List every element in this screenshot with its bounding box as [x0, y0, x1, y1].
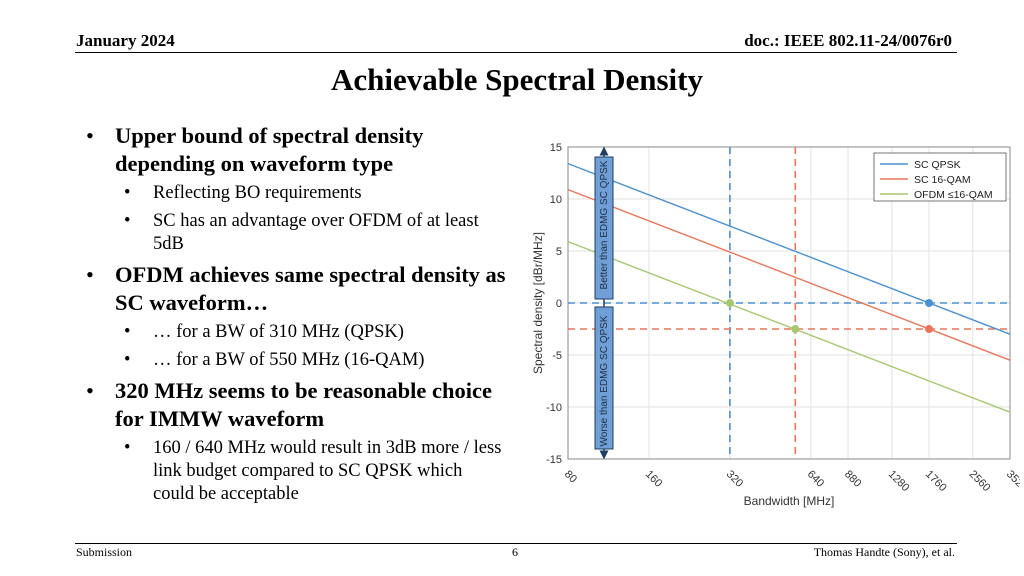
- x-tick-label: 2560: [967, 468, 993, 494]
- legend-label-2: SC 16-QAM: [914, 174, 971, 186]
- x-axis-label: Bandwidth [MHz]: [744, 494, 835, 508]
- bullet-1-sub-2: SC has an advantage over OFDM of at leas…: [124, 210, 506, 256]
- header-doc-id: doc.: IEEE 802.11-24/0076r0: [744, 31, 952, 50]
- x-tick-label: 80: [562, 468, 579, 485]
- header-divider: [75, 52, 957, 53]
- series-line-3: [567, 240, 1011, 413]
- y-tick-label: -5: [552, 350, 562, 362]
- y-tick-label: 5: [556, 246, 562, 258]
- footer-page-number: 6: [512, 545, 518, 559]
- series-line-2: [567, 188, 1011, 361]
- data-point: [725, 299, 734, 307]
- footer-authors: Thomas Handte (Sony), et al.: [813, 545, 955, 559]
- bullet-1-sub-1: Reflecting BO requirements: [124, 182, 506, 205]
- legend-label-3: OFDM ≤16-QAM: [914, 189, 993, 201]
- worse-arrow-body: [594, 306, 614, 450]
- bullet-2: OFDM achieves same spectral density as S…: [86, 261, 506, 317]
- data-point: [925, 299, 934, 307]
- x-tick-label: 1280: [886, 468, 912, 494]
- x-tick-label: 320: [724, 468, 745, 489]
- y-tick-label: 10: [550, 194, 562, 206]
- header-date: January 2024: [76, 31, 175, 50]
- better-arrow-body: [594, 156, 614, 300]
- legend-box: [873, 152, 1007, 202]
- x-tick-label: 3520: [1004, 468, 1020, 494]
- bullet-list: Upper bound of spectral density dependin…: [86, 122, 506, 511]
- x-tick-label: 640: [805, 468, 826, 489]
- annotation-better: Better than EDMG SC QPSK: [599, 160, 610, 289]
- y-tick-label: -15: [546, 454, 562, 466]
- series-line-1: [567, 162, 1011, 335]
- data-point: [925, 325, 934, 333]
- data-point: [791, 325, 800, 333]
- footer-divider: [75, 543, 957, 544]
- bullet-3-sub-1: 160 / 640 MHz would result in 3dB more /…: [124, 437, 506, 506]
- y-axis-label: Spectral density [dBr/MHz]: [531, 232, 545, 374]
- bullet-2-sub-2: … for a BW of 550 MHz (16-QAM): [124, 349, 506, 372]
- x-tick-label: 1760: [923, 468, 949, 494]
- y-tick-label: 15: [550, 142, 562, 154]
- spectral-density-chart: 80 160 320 640 880 1280 1760 2560 3520 -15 -10 -5 0 5…: [520, 130, 1024, 520]
- legend-label-1: SC QPSK: [914, 159, 961, 171]
- annotation-worse: Worse than EDMG SC QPSK: [599, 315, 610, 446]
- x-tick-label: 160: [643, 468, 664, 489]
- bullet-1: Upper bound of spectral density dependin…: [86, 122, 506, 178]
- y-tick-label: -10: [546, 402, 562, 414]
- bullet-2-sub-1: … for a BW of 310 MHz (QPSK): [124, 321, 506, 344]
- slide-title: Achievable Spectral Density: [331, 62, 703, 97]
- y-tick-label: 0: [556, 298, 562, 310]
- footer-submission: Submission: [76, 545, 133, 559]
- x-tick-label: 880: [842, 468, 863, 489]
- bullet-3: 320 MHz seems to be reasonable choice fo…: [86, 377, 506, 433]
